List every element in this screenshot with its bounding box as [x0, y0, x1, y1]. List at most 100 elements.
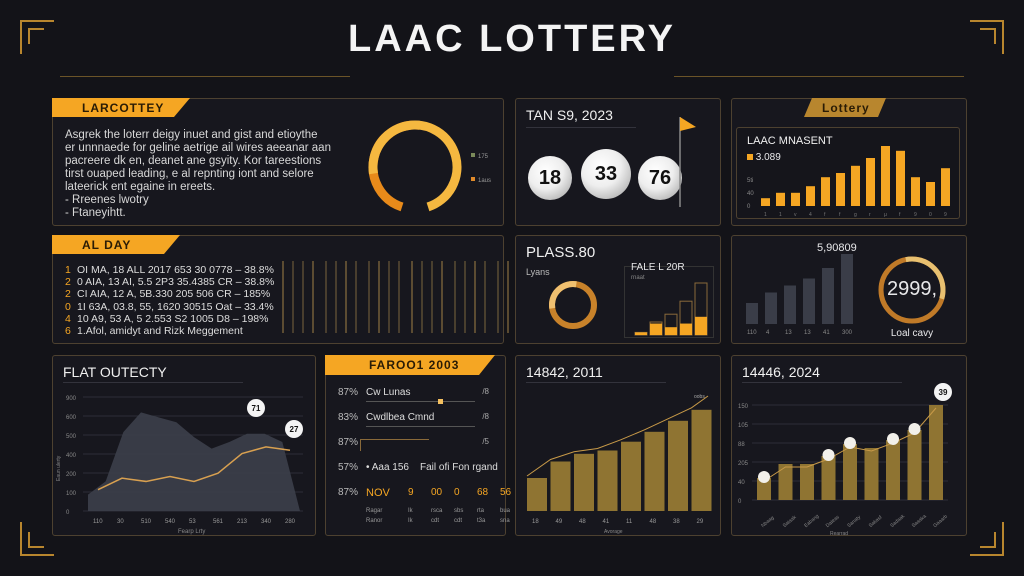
row-value: 9: [408, 487, 414, 498]
legend-swatch: [471, 177, 475, 181]
row-label: NOV: [366, 487, 390, 499]
bar-chart: 0 40 205 88 105 150 Nbaag Sataak Eabang Dateas San…: [738, 383, 952, 537]
bar: [776, 192, 785, 206]
item-text: OI MA, 18 ALL 2017 653 30 0778 – 38.8%: [77, 264, 274, 276]
progress-row: 87% Cw Lunas/8: [338, 387, 495, 409]
line-ticks: [282, 261, 509, 333]
x-tick: Nbaag: [760, 515, 775, 529]
bar: [784, 285, 796, 324]
corner-ornament: [970, 522, 1004, 556]
outlook-panel: FLAT OUTECTY 0 100 200 400 500 600 900 110 30 510…: [52, 355, 316, 536]
y-tick: 400: [66, 453, 77, 459]
list-item: 0 1I 63A, 03.8, 55, 1620 30515 Oat – 33.4…: [65, 301, 274, 313]
row-label: • Aaa 156: [366, 462, 409, 473]
bar: [941, 168, 950, 206]
progress-knob: [438, 399, 443, 404]
info-line: pacreere dk en, deanet ane gsyity. Kor t…: [65, 155, 322, 167]
callout-bubble: [934, 383, 952, 401]
y-tick: 88: [738, 442, 745, 448]
row-value: 0: [454, 487, 460, 498]
bar: [680, 323, 692, 335]
lottery-ball-marker: [908, 423, 921, 435]
bar: [821, 456, 836, 500]
x-tick: Sakasf: [868, 514, 884, 529]
line-series: [97, 446, 291, 491]
bar: [911, 177, 920, 206]
bar: [765, 292, 777, 324]
item-text: 10 A9, 53 A, 5 2.553 S2 1005 D8 – 198%: [77, 312, 269, 325]
y-tick: 600: [66, 415, 77, 421]
bar: [597, 450, 618, 511]
x-tick: Sataak: [782, 514, 798, 529]
lottery-ball: 33: [581, 149, 631, 199]
bar: [843, 444, 857, 500]
donut-chart: 175 1aus: [368, 120, 491, 212]
gauge-value: 2999,: [886, 278, 938, 300]
item-text: 1.Afol, amidyt and Rizk Meggement: [77, 325, 243, 338]
bar: [746, 303, 758, 324]
x-tick: f: [899, 212, 901, 218]
x-tick: Sadaak: [889, 513, 906, 529]
x-tick: 340: [261, 519, 272, 525]
bar-chart: 110 4 13 13 41 300: [746, 254, 853, 336]
info-line: - Rreenes lwotry: [65, 194, 149, 206]
bar: [550, 461, 571, 511]
x-tick: 38: [673, 519, 680, 525]
chart-title: 5,90809: [817, 242, 857, 254]
bar: [841, 254, 853, 324]
row-percent: 87%: [338, 487, 359, 498]
y-tick: 5ti: [747, 178, 753, 184]
x-tick: 9: [944, 212, 947, 218]
progress-row: 83% Cwdlbea Cmnd/8: [338, 412, 495, 434]
panel-subtitle: Lyans: [526, 267, 550, 277]
x-tick: 18: [532, 519, 539, 525]
callout-bubble: [285, 420, 303, 438]
x-tick: f: [824, 212, 826, 218]
bar: [929, 405, 943, 500]
legend-item: 3.089: [747, 152, 781, 163]
y-tick: 205: [738, 461, 749, 467]
list-item: 4 10 A9, 53 A, 5 2.553 S2 1005 D8 – 198%: [65, 313, 274, 325]
corner-ornament: [20, 20, 54, 54]
bar: [800, 464, 814, 500]
x-tick: 110: [93, 519, 103, 525]
row-percent: 87%: [338, 387, 359, 398]
legend-label: 175: [478, 154, 489, 160]
y-tick: 500: [66, 434, 77, 440]
bar-chart: 18 49 48 41 11 48 38 29 oobs Avorage: [526, 394, 712, 535]
growth-panel: 14842, 2011 18 49 48 41 11 48 38 29 oobs Avorage: [515, 355, 721, 536]
bar: [806, 186, 815, 206]
y-tick: 900: [66, 396, 77, 402]
callout-label: 27: [290, 425, 299, 434]
footer-cell: Ik: [408, 518, 413, 524]
gauge-panel: 5,90809 110 4 13 13 41 300 2999, Loal cavy: [731, 235, 967, 344]
info-line: - Ftaneyihtt.: [65, 207, 126, 219]
x-tick: 49: [556, 519, 563, 525]
x-axis-label: Avorage: [604, 529, 623, 535]
x-tick: 11: [626, 519, 633, 525]
mini-chart: FALE L 20R rnaat: [624, 262, 714, 338]
y-tick: 100: [66, 491, 77, 497]
info-line: er unnnaede for geline aetrige ail wires…: [65, 142, 331, 154]
bar: [822, 268, 834, 324]
bar: [761, 198, 770, 206]
bar: [665, 327, 677, 335]
row-end: /8: [482, 412, 489, 421]
x-tick: 280: [285, 519, 296, 525]
footer-cell: t3a: [477, 518, 486, 524]
x-tick: Saaaka: [911, 513, 928, 529]
panel-tag: FAROO1 2003: [325, 355, 495, 375]
footer-cell: sbs: [454, 508, 464, 514]
item-text: 1I 63A, 03.8, 55, 1620 30515 Oat – 33.4%: [77, 300, 274, 313]
row-percent: 87%: [338, 437, 359, 448]
panel-title: 14446, 2024: [742, 364, 820, 380]
x-tick: r: [869, 212, 871, 218]
bar: [803, 278, 815, 324]
day-list: 1 OI MA, 18 ALL 2017 653 30 0778 – 38.8% 2…: [65, 264, 274, 337]
bar: [574, 453, 594, 511]
lottery-ball-marker: [822, 449, 835, 461]
lottery-ball-marker: [887, 433, 899, 445]
item-number: 6: [65, 325, 71, 338]
trend-panel: 14446, 2024 0 40 205 88 105 150 Nbaag Sataak Eab…: [731, 355, 967, 537]
corner-ornament: [970, 20, 1004, 54]
